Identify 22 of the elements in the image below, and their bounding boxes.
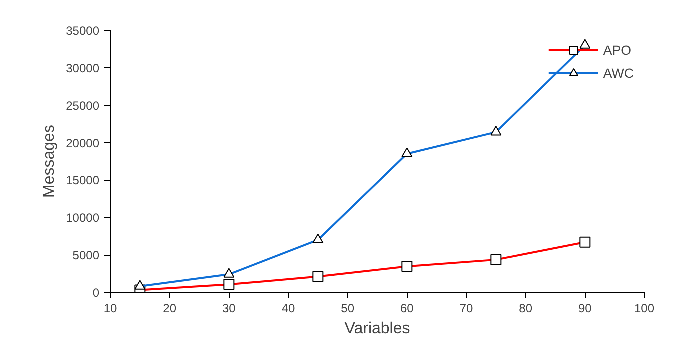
- y-axis-title: Messages: [41, 125, 58, 198]
- y-tick-label: 25000: [66, 98, 100, 113]
- y-tick-label: 35000: [66, 24, 100, 38]
- x-tick-label: 60: [400, 302, 414, 316]
- legend-label: AWC: [603, 66, 634, 80]
- y-tick-label: 30000: [66, 61, 100, 76]
- y-tick-label: 15000: [66, 174, 100, 188]
- x-tick-label: 50: [341, 302, 355, 316]
- x-tick-label: 90: [578, 302, 592, 316]
- y-tick-label: 10000: [66, 211, 100, 226]
- x-tick-label: 100: [634, 302, 655, 316]
- x-tick-label: 70: [460, 302, 474, 316]
- x-tick-label: 40: [282, 302, 296, 316]
- x-axis-title: Variables: [344, 320, 410, 338]
- x-tick-label: 80: [519, 302, 533, 316]
- x-tick-label: 20: [163, 302, 177, 316]
- x-tick-label: 10: [104, 302, 118, 316]
- y-tick-label: 5000: [72, 248, 100, 263]
- legend-label: APO: [603, 42, 632, 58]
- x-tick-label: 30: [222, 302, 236, 316]
- y-tick-label: 0: [92, 286, 100, 300]
- y-tick-label: 20000: [66, 136, 100, 150]
